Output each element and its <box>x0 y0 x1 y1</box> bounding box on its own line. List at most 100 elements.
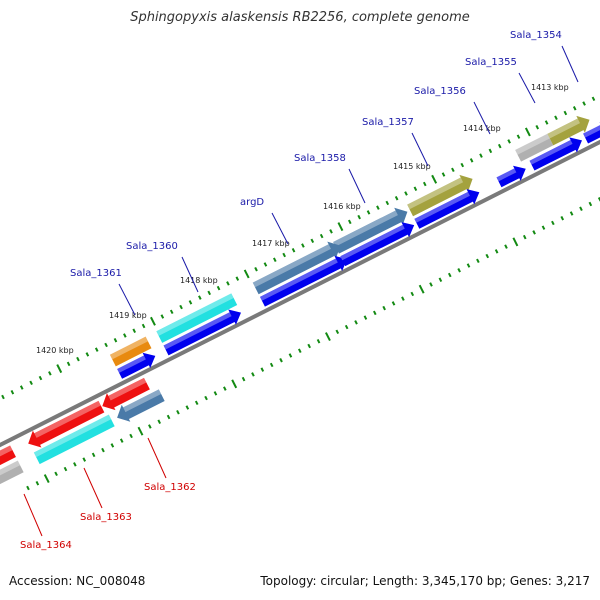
gene-label-Sala_1355: Sala_1355 <box>465 57 517 68</box>
outer-tick-mark <box>524 127 531 137</box>
outer-tick-mark <box>507 139 511 144</box>
inner-tick-mark <box>466 263 471 268</box>
outer-tick-mark <box>394 195 399 201</box>
genome-summary-text: Topology: circular; Length: 3,345,170 bp… <box>260 574 590 588</box>
outer-tick-mark <box>544 120 549 125</box>
label-layer: 1413 kbp 1414 kbp 1415 kbp 1416 kbp 1417 kbp… <box>20 30 579 551</box>
inner-tick-mark <box>43 474 50 484</box>
inner-tick-mark <box>363 315 368 320</box>
outer-tick-mark <box>460 162 465 168</box>
cds-arrow <box>117 352 156 379</box>
outer-tick-mark <box>282 252 286 258</box>
gene-callout-line <box>83 467 103 509</box>
gene-Sala_1364-feature <box>0 460 24 485</box>
gene-Sala_1360-feature <box>156 293 238 343</box>
outer-tick-mark <box>488 148 493 154</box>
inner-tick-mark <box>401 296 405 301</box>
inner-tick-mark <box>298 348 302 353</box>
inner-tick-mark <box>157 419 162 424</box>
inner-tick-mark <box>485 253 490 259</box>
outer-tick-mark <box>431 174 438 184</box>
feature-track <box>0 115 600 485</box>
outer-tick-mark <box>441 172 446 177</box>
outer-tick-mark <box>169 309 174 315</box>
inner-tick-mark <box>166 414 171 420</box>
inner-tick-mark <box>73 462 77 467</box>
inner-tick-mark <box>382 305 386 311</box>
inner-tick-mark <box>447 272 452 278</box>
inner-tick-mark <box>476 258 480 264</box>
outer-tick-mark <box>207 290 211 296</box>
outer-tick-mark <box>141 323 146 329</box>
inner-tick-mark <box>569 211 574 216</box>
inner-tick-mark <box>494 249 499 254</box>
inner-tick-mark <box>101 447 105 453</box>
inner-tick-mark <box>335 329 340 335</box>
outer-tick-mark <box>243 269 250 279</box>
inner-tick-mark <box>579 206 583 211</box>
outer-tick-mark <box>56 364 63 374</box>
inner-tick-mark <box>316 339 321 344</box>
gene-callout-line <box>181 256 199 293</box>
outer-tick-mark <box>497 143 502 149</box>
gene-Sala_1361-feature <box>109 336 152 367</box>
outer-tick-mark <box>404 191 408 196</box>
inner-tick-mark <box>418 284 425 294</box>
inner-tick-mark <box>588 201 593 207</box>
inner-tick-mark <box>194 400 199 406</box>
outer-tick-mark <box>94 347 99 352</box>
cds-arrow <box>529 137 582 171</box>
outer-tick-mark <box>48 371 52 376</box>
inner-tick-mark <box>231 379 238 389</box>
outer-tick-mark <box>123 333 127 338</box>
outer-tick-mark <box>198 295 202 300</box>
outer-tick-mark <box>38 375 43 381</box>
inner-tick-mark <box>63 466 68 472</box>
outer-tick-mark <box>113 337 118 343</box>
gene-label-Sala_1354: Sala_1354 <box>510 30 562 41</box>
inner-tick-mark <box>279 357 283 363</box>
inner-tick-mark <box>307 343 311 349</box>
outer-tick-mark <box>357 214 361 220</box>
inner-tick-mark <box>185 405 190 410</box>
gene-Sala_1358-feature <box>333 207 408 254</box>
map-title: Sphingopyxis alaskensis RB2256, complete… <box>130 10 470 25</box>
outer-tick-mark <box>104 342 108 348</box>
outer-tick-mark <box>516 134 521 139</box>
inner-tick-mark <box>269 362 274 368</box>
outer-tick-mark <box>291 248 296 253</box>
accession-text: Accession: NC_008048 <box>9 574 146 588</box>
tick-label: 1413 kbp <box>531 83 569 92</box>
outer-tick-mark <box>329 229 333 234</box>
outer-tick-mark <box>85 352 90 357</box>
outer-tick-mark <box>422 181 427 187</box>
outer-tick-mark <box>572 106 577 111</box>
inner-tick-mark <box>213 391 218 396</box>
cds-arrow <box>414 189 480 229</box>
outer-tick-mark <box>160 314 165 319</box>
gene-label-Sala_1361: Sala_1361 <box>70 268 122 279</box>
inner-tick-mark <box>372 310 377 316</box>
gene-label-Sala_1362: Sala_1362 <box>144 482 196 493</box>
tick-label: 1415 kbp <box>393 162 431 171</box>
inner-tick-mark <box>260 367 265 372</box>
tick-label: 1419 kbp <box>109 311 147 320</box>
outer-tick-mark <box>385 200 390 206</box>
inner-tick-mark <box>532 230 536 235</box>
gene-label-Sala_1356: Sala_1356 <box>414 86 466 97</box>
outer-tick-mark <box>19 385 24 390</box>
outer-tick-row <box>1 96 596 400</box>
inner-tick-mark <box>176 410 180 415</box>
inner-tick-mark <box>91 452 96 458</box>
gene-callout-line <box>411 132 429 167</box>
outer-tick-mark <box>1 394 5 400</box>
gene-label-Sala_1357: Sala_1357 <box>362 117 414 128</box>
gene-callout-line <box>348 168 366 204</box>
gene-callout-line <box>561 45 579 83</box>
outer-tick-mark <box>216 285 221 291</box>
tick-label: 1414 kbp <box>463 124 501 133</box>
inner-tick-mark <box>137 426 144 436</box>
gene-callout-line <box>518 72 536 104</box>
gene-Sala_1355-feature <box>515 133 554 162</box>
